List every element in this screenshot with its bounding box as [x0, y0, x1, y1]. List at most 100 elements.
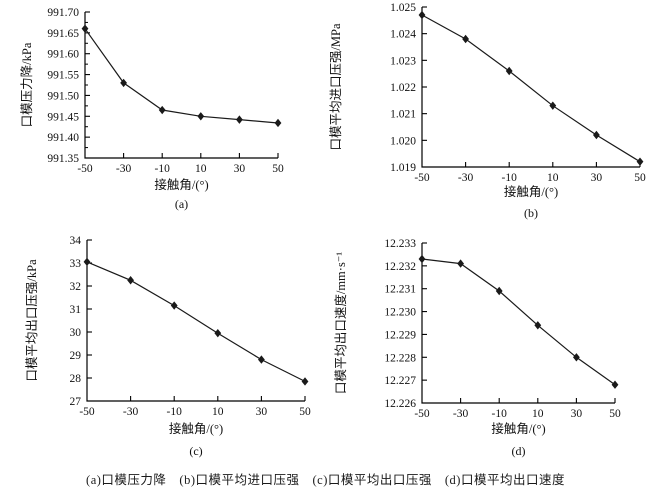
x-tick-label: -10 — [492, 408, 508, 420]
y-tick-label: 1.020 — [390, 135, 416, 147]
x-tick-label: 50 — [609, 408, 621, 420]
x-axis-label: 接触角/(°) — [169, 421, 223, 436]
x-axis: -50 -30 -10 10 30 50 — [414, 162, 646, 184]
x-tick-label: 10 — [532, 408, 544, 420]
y-tick-label: 991.60 — [47, 49, 79, 61]
data-point — [636, 157, 644, 166]
data-point — [127, 276, 134, 285]
chart-panel-d: 12.233 12.232 12.231 12.230 12.229 12.228 12.2… — [333, 238, 621, 458]
panel-a: 991.70 991.65 991.60 991.55 991.50 991.45 991.… — [0, 0, 325, 230]
chart-panel-c: 34 33 32 31 30 29 28 27-50 -30 -10 10 30 50 接触角/(°) (c… — [25, 235, 311, 458]
data-point — [505, 66, 513, 76]
data-points — [81, 24, 282, 128]
y-tick-label: 30 — [70, 327, 82, 339]
y-tick-label: 27 — [70, 396, 82, 408]
panel-label: (a) — [175, 197, 188, 211]
panel-label: (d) — [512, 444, 526, 458]
x-axis-label: 接触角/(°) — [504, 184, 558, 199]
x-axis-label: 接触角/(°) — [154, 177, 208, 192]
data-point — [495, 286, 503, 296]
data-point — [81, 24, 89, 33]
y-tick-label: 12.228 — [384, 352, 416, 364]
data-point — [258, 355, 265, 364]
panel-label: (c) — [189, 444, 202, 458]
data-line — [84, 28, 279, 124]
data-point — [170, 301, 178, 310]
axis-spines — [84, 12, 278, 159]
x-axis: -50 -30 -10 10 30 50 — [77, 153, 284, 175]
y-tick-label: 991.55 — [47, 70, 79, 82]
panel-b: 1.025 1.024 1.023 1.022 1.021 1.020 1.019 -50 -3… — [325, 0, 651, 230]
y-axis-label: 口模平均出口压强/kPa — [25, 259, 39, 382]
x-axis: -50 -30 -10 10 30 50 — [414, 398, 621, 420]
x-tick-label: 50 — [272, 163, 284, 175]
data-point — [274, 118, 282, 128]
data-point — [236, 115, 243, 124]
y-axis: 991.70 991.65 991.60 991.55 991.50 991.45 991.… — [47, 7, 90, 165]
y-tick-label: 31 — [70, 304, 82, 316]
axis-spines — [421, 243, 615, 404]
data-line — [86, 261, 306, 382]
y-tick-label: 1.022 — [390, 82, 416, 94]
x-tick-label: -30 — [458, 172, 474, 184]
panel-c: 34 33 32 31 30 29 28 27 -50 -30 -10 10 30 50 接触角/(°) (c… — [0, 230, 325, 480]
axis-spines — [86, 240, 305, 402]
y-tick-label: 1.023 — [390, 55, 416, 67]
y-tick-label: 1.025 — [390, 2, 416, 14]
figure-caption: (a)口模压力降 (b)口模平均进口压强 (c)口模平均出口压强 (d)口模平均… — [86, 473, 565, 487]
x-tick-label: 30 — [234, 163, 246, 175]
y-axis-label: 口模压力降/kPa — [20, 42, 34, 127]
x-tick-label: 30 — [591, 172, 603, 184]
data-point — [457, 259, 464, 268]
x-axis: -50 -30 -10 10 30 50 — [79, 396, 311, 418]
x-tick-label: -50 — [414, 172, 430, 184]
y-tick-label: 991.65 — [47, 28, 79, 40]
y-tick-label: 28 — [70, 373, 82, 385]
y-axis: 1.025 1.024 1.023 1.022 1.021 1.020 1.019 — [390, 2, 427, 174]
x-axis-label: 接触角/(°) — [491, 421, 545, 436]
x-tick-label: 10 — [212, 406, 224, 418]
x-tick-label: -10 — [155, 163, 171, 175]
data-point — [418, 254, 426, 264]
y-tick-label: 991.40 — [47, 132, 79, 144]
y-tick-label: 12.232 — [384, 261, 416, 273]
x-tick-label: 10 — [547, 172, 559, 184]
data-point — [301, 377, 309, 386]
axis-spines — [421, 7, 640, 168]
x-tick-label: -30 — [453, 408, 469, 420]
y-tick-label: 34 — [70, 235, 82, 247]
y-tick-label: 12.231 — [384, 284, 416, 296]
x-tick-label: 50 — [634, 172, 646, 184]
y-axis-label: 口模平均出口速度/mm·s⁻¹ — [333, 252, 348, 395]
y-tick-label: 29 — [70, 350, 82, 362]
chart-panel-b: 1.025 1.024 1.023 1.022 1.021 1.020 1.019-50 -3… — [329, 2, 646, 220]
y-tick-label: 33 — [70, 258, 82, 270]
y-tick-label: 12.229 — [384, 329, 416, 341]
data-point — [593, 130, 600, 140]
data-line — [421, 258, 616, 386]
chart-panel-a: 991.70 991.65 991.60 991.55 991.50 991.45 991.… — [20, 7, 284, 211]
y-tick-label: 12.230 — [384, 307, 416, 319]
data-points — [83, 257, 309, 386]
x-tick-label: -30 — [116, 163, 132, 175]
y-tick-label: 12.227 — [384, 375, 416, 387]
panel-label: (b) — [524, 206, 538, 220]
data-point — [120, 78, 127, 88]
data-point — [418, 10, 426, 20]
x-tick-label: -30 — [123, 406, 139, 418]
y-tick-label: 1.021 — [390, 109, 416, 121]
data-point — [197, 112, 205, 121]
x-tick-label: 30 — [571, 408, 583, 420]
x-tick-label: -10 — [167, 406, 183, 418]
y-tick-label: 1.024 — [390, 29, 416, 41]
x-tick-label: -50 — [414, 408, 430, 420]
x-tick-label: -50 — [79, 406, 95, 418]
y-tick-label: 32 — [70, 281, 82, 293]
y-axis: 34 33 32 31 30 29 28 27 — [70, 235, 92, 408]
panel-d: 12.233 12.232 12.231 12.230 12.229 12.228 12.2… — [325, 230, 651, 480]
x-tick-label: -50 — [77, 163, 93, 175]
y-tick-label: 991.35 — [47, 153, 79, 165]
y-tick-label: 12.226 — [384, 398, 416, 410]
data-line — [421, 14, 641, 163]
